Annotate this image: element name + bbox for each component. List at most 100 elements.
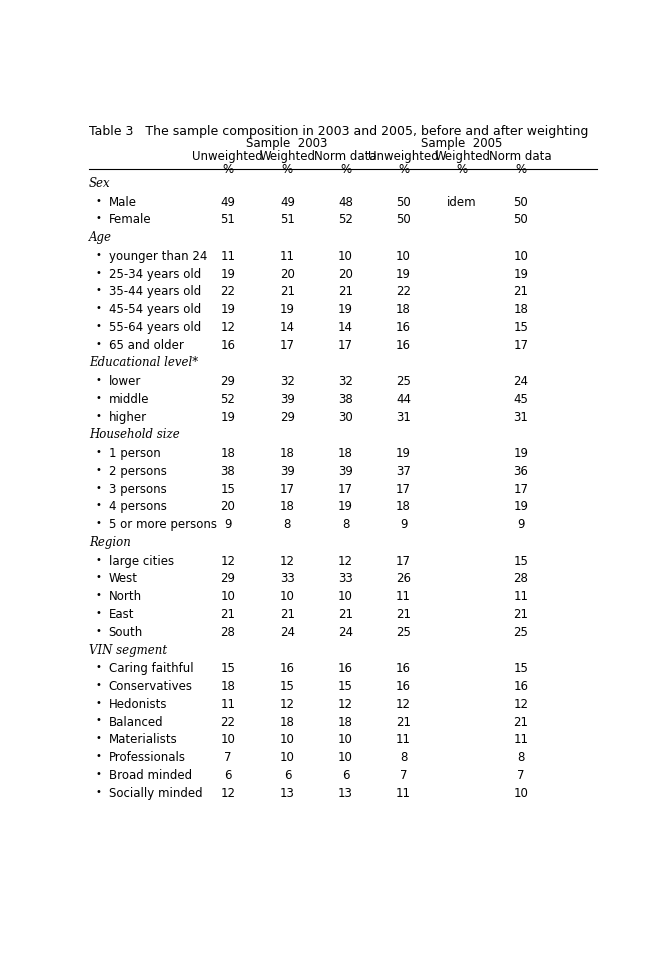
Text: 2 persons: 2 persons [108,464,167,478]
Text: 25-34 years old: 25-34 years old [108,267,201,280]
Text: 11: 11 [396,733,411,745]
Text: 19: 19 [220,267,235,280]
Text: %: % [515,164,527,176]
Text: 19: 19 [280,302,295,316]
Text: 20: 20 [220,500,235,513]
Text: 19: 19 [396,447,411,459]
Text: 12: 12 [513,697,529,710]
Text: 22: 22 [220,715,235,728]
Text: 22: 22 [220,285,235,298]
Text: •: • [95,249,101,260]
Text: 19: 19 [513,447,529,459]
Text: 6: 6 [224,768,231,781]
Text: 65 and older: 65 and older [108,338,183,352]
Text: Balanced: Balanced [108,715,163,728]
Text: 18: 18 [513,302,528,316]
Text: 13: 13 [280,786,295,798]
Text: Household size: Household size [89,428,179,441]
Text: 50: 50 [396,196,411,208]
Text: 1 person: 1 person [108,447,161,459]
Text: 10: 10 [338,589,353,603]
Text: 15: 15 [338,679,353,692]
Text: 25: 25 [513,625,528,639]
Text: 10: 10 [220,733,235,745]
Text: 36: 36 [513,464,528,478]
Text: 9: 9 [224,517,231,531]
Text: 25: 25 [396,625,411,639]
Text: 45-54 years old: 45-54 years old [108,302,201,316]
Text: 12: 12 [280,554,295,567]
Text: 17: 17 [396,554,411,567]
Text: 10: 10 [338,733,353,745]
Text: 26: 26 [396,572,411,585]
Text: •: • [95,375,101,385]
Text: Weighted: Weighted [260,150,315,163]
Text: •: • [95,213,101,223]
Text: 29: 29 [220,572,235,585]
Text: 10: 10 [280,750,295,764]
Text: •: • [95,285,101,295]
Text: 52: 52 [338,213,353,226]
Text: 39: 39 [280,392,295,405]
Text: 21: 21 [338,608,353,620]
Text: Norm data: Norm data [314,150,377,163]
Text: 19: 19 [396,267,411,280]
Text: 33: 33 [338,572,353,585]
Text: Socially minded: Socially minded [108,786,202,798]
Text: 11: 11 [396,786,411,798]
Text: 7: 7 [224,750,231,764]
Text: 48: 48 [338,196,353,208]
Text: •: • [95,589,101,600]
Text: 28: 28 [513,572,528,585]
Text: 37: 37 [396,464,411,478]
Text: •: • [95,662,101,672]
Text: 17: 17 [513,338,529,352]
Text: 17: 17 [513,483,529,495]
Text: 8: 8 [400,750,407,764]
Text: South: South [108,625,142,639]
Text: 21: 21 [396,608,411,620]
Text: 18: 18 [220,447,235,459]
Text: 15: 15 [513,554,528,567]
Text: 8: 8 [517,750,524,764]
Text: large cities: large cities [108,554,174,567]
Text: idem: idem [448,196,477,208]
Text: Broad minded: Broad minded [108,768,191,781]
Text: 12: 12 [280,697,295,710]
Text: 10: 10 [280,589,295,603]
Text: Norm data: Norm data [490,150,552,163]
Text: 50: 50 [396,213,411,226]
Text: Region: Region [89,536,130,548]
Text: 18: 18 [220,679,235,692]
Text: 11: 11 [220,250,235,263]
Text: 14: 14 [338,321,353,333]
Text: Age: Age [89,231,112,244]
Text: 10: 10 [513,250,528,263]
Text: 15: 15 [220,662,235,674]
Text: 10: 10 [513,786,528,798]
Text: 21: 21 [513,285,529,298]
Text: 51: 51 [280,213,295,226]
Text: 5 or more persons: 5 or more persons [108,517,217,531]
Text: •: • [95,464,101,475]
Text: 12: 12 [338,554,353,567]
Text: •: • [95,517,101,528]
Text: 15: 15 [220,483,235,495]
Text: 30: 30 [338,410,353,423]
Text: 6: 6 [342,768,349,781]
Text: 16: 16 [280,662,295,674]
Text: 32: 32 [338,375,353,388]
Text: 15: 15 [280,679,295,692]
Text: 17: 17 [338,483,353,495]
Text: 7: 7 [517,768,524,781]
Text: Unweighted: Unweighted [368,150,439,163]
Text: 19: 19 [220,302,235,316]
Text: •: • [95,483,101,492]
Text: 45: 45 [513,392,528,405]
Text: 51: 51 [220,213,235,226]
Text: 38: 38 [338,392,353,405]
Text: •: • [95,302,101,313]
Text: •: • [95,786,101,796]
Text: 19: 19 [338,500,353,513]
Text: lower: lower [108,375,141,388]
